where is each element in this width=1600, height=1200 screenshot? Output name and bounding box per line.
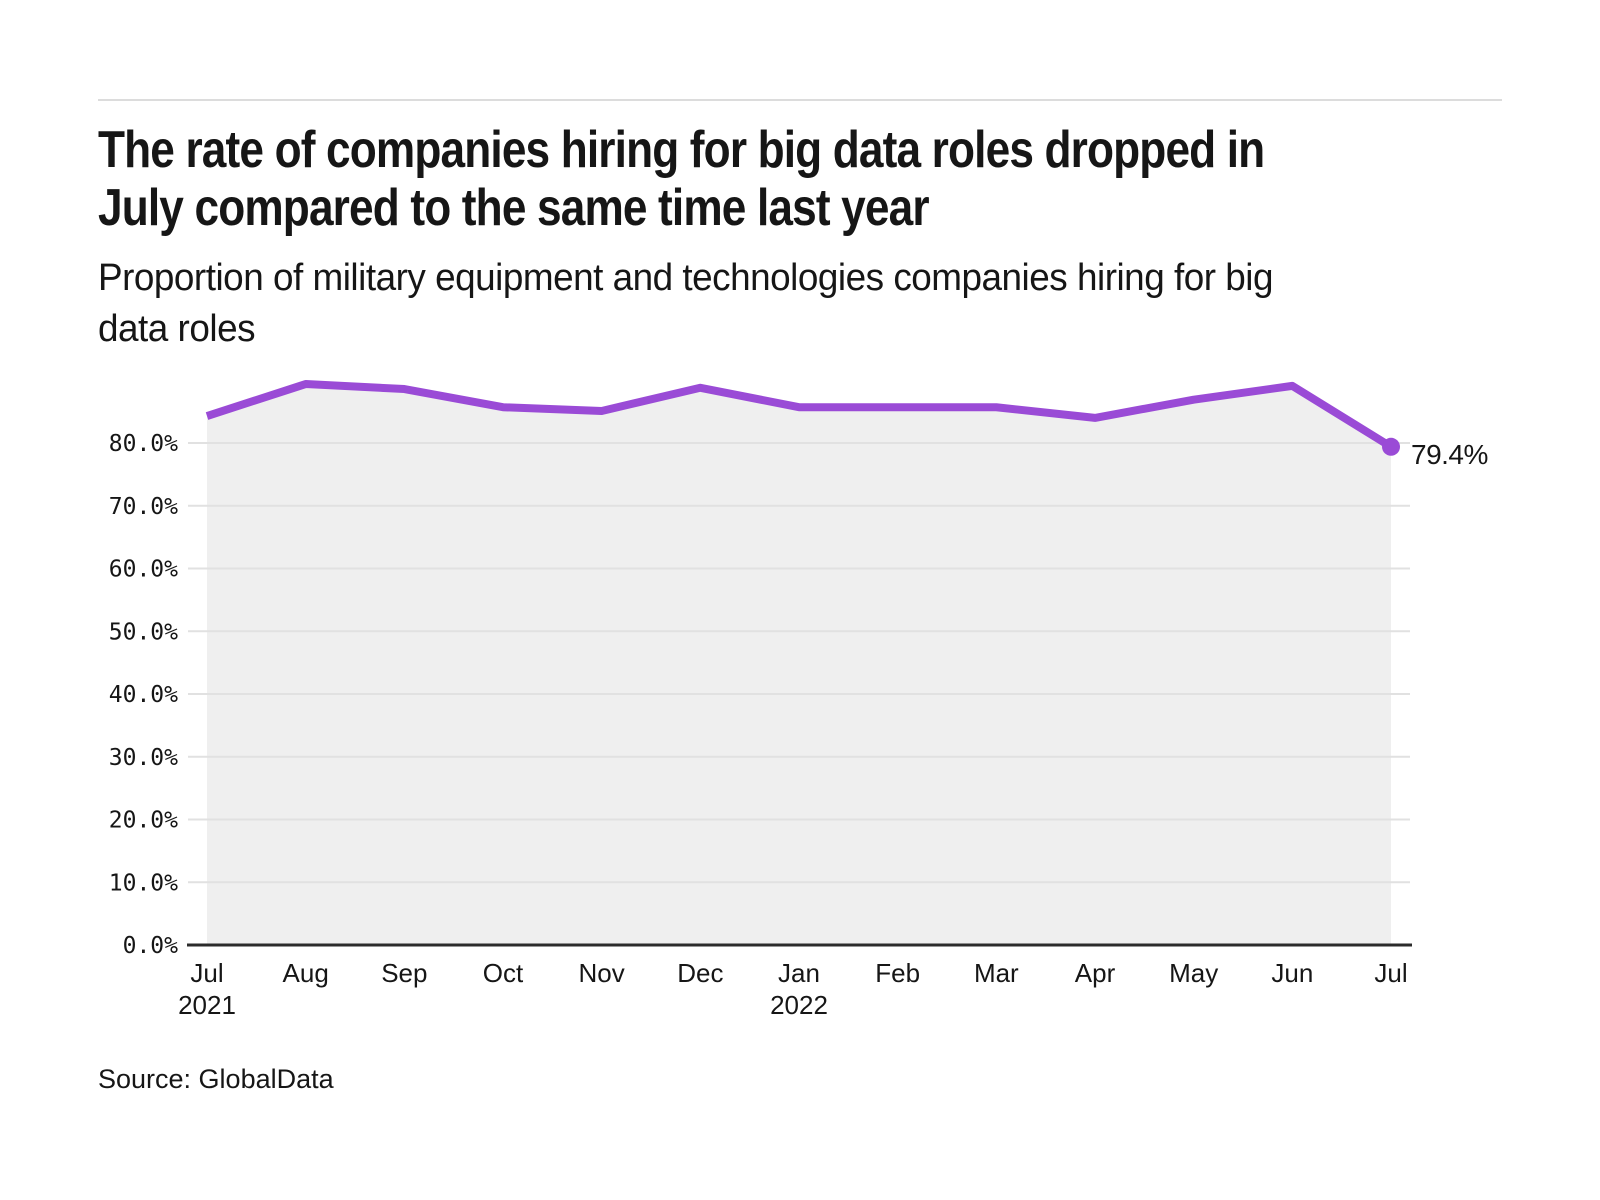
x-tick-label: May: [1169, 958, 1218, 988]
y-tick-label: 50.0%: [109, 619, 178, 645]
x-tick-label: Jul: [190, 958, 223, 988]
y-tick-label: 10.0%: [109, 870, 178, 896]
x-tick-label: Jul: [1374, 958, 1407, 988]
x-tick-label: Jun: [1271, 958, 1313, 988]
x-tick-label: Feb: [875, 958, 920, 988]
end-point-label: 79.4%: [1411, 439, 1488, 470]
page-title-line-2: July compared to the same time last year: [98, 179, 930, 237]
chart-label-group: 80.0% 70.0% 60.0% 50.0% 40.0% 30.0% 20.0% 10.0%…: [109, 431, 1489, 1020]
chart-line-group: [205, 380, 1401, 456]
x-tick-label: Oct: [483, 958, 524, 988]
y-tick-label: 80.0%: [109, 431, 178, 457]
x-year-label: 2021: [178, 990, 236, 1020]
end-point-dot: [1382, 437, 1401, 456]
y-tick-label: 60.0%: [109, 557, 178, 583]
chart-area-fill: [207, 384, 1392, 945]
x-tick-label: Nov: [579, 958, 625, 988]
y-tick-label: 40.0%: [109, 682, 178, 708]
top-divider: [98, 99, 1502, 101]
line-chart: 80.0% 70.0% 60.0% 50.0% 40.0% 30.0% 20.0% 10.0%…: [109, 380, 1489, 1020]
x-tick-label: Aug: [283, 958, 329, 988]
chart-area-group: [207, 384, 1392, 945]
x-tick-label: Sep: [381, 958, 427, 988]
x-tick-label: Jan: [778, 958, 820, 988]
y-tick-label: 70.0%: [109, 494, 178, 520]
page-title: The rate of companies hiring for big dat…: [98, 121, 1458, 237]
page-title-line-1: The rate of companies hiring for big dat…: [98, 121, 1265, 179]
x-year-label: 2022: [770, 990, 828, 1020]
data-line: [205, 380, 1394, 451]
x-tick-label: Mar: [974, 958, 1019, 988]
y-tick-label: 0.0%: [123, 933, 179, 959]
chart-subtitle: Proportion of military equipment and tec…: [98, 253, 1505, 355]
chart-subtitle-line-1: Proportion of military equipment and tec…: [98, 257, 1274, 299]
x-tick-label: Apr: [1075, 958, 1116, 988]
chart-subtitle-line-2: data roles: [98, 308, 256, 350]
chart-grid-group: [187, 442, 1412, 947]
source-note: Source: GlobalData: [98, 1064, 334, 1094]
x-tick-label: Dec: [677, 958, 723, 988]
y-tick-label: 20.0%: [109, 808, 178, 834]
y-tick-label: 30.0%: [109, 745, 178, 771]
